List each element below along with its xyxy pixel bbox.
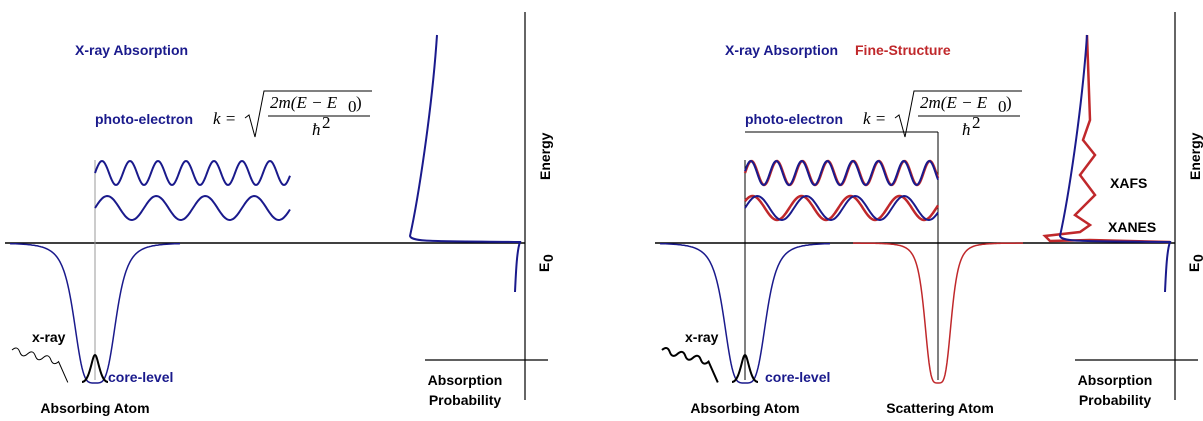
xanes: XANES (1108, 219, 1156, 235)
formula-sub: 0 (348, 97, 357, 116)
formula-lhs: k = (863, 109, 886, 128)
x-ray-label: x-ray (685, 329, 719, 345)
title: X-ray Absorption (725, 42, 838, 58)
potential-well (659, 242, 831, 384)
title: X-ray Absorption (75, 42, 188, 58)
wave (744, 159, 939, 187)
energy-label: Energy (1187, 132, 1203, 180)
formula-lhs: k = (213, 109, 236, 128)
formula-num: 2m(E − E (270, 93, 338, 112)
probability-label: Probability (1079, 392, 1152, 408)
core-level-label: core-level (765, 369, 830, 385)
formula-sub: 0 (998, 97, 1007, 116)
formula-close: ) (356, 93, 362, 112)
potential-well (853, 242, 1023, 384)
formula-num: 2m(E − E (920, 93, 988, 112)
e0-sub: 0 (1190, 254, 1203, 262)
photo-electron: photo-electron (95, 111, 193, 127)
x-ray (661, 346, 719, 383)
absorption-curve (408, 34, 522, 293)
core-level (81, 353, 109, 383)
absorbing-atom: Absorbing Atom (690, 400, 799, 416)
probability-label: Probability (429, 392, 502, 408)
wave (744, 194, 940, 222)
absorption-label: Absorption (428, 372, 503, 388)
x-ray-label: x-ray (32, 329, 66, 345)
core-level-label: core-level (108, 369, 173, 385)
x-ray (11, 347, 69, 383)
core-level (731, 353, 759, 383)
potential-well (9, 242, 181, 384)
title-extra: Fine-Structure (855, 42, 951, 58)
absorption-curve (1058, 34, 1172, 293)
e0-label: E (536, 263, 552, 272)
formula-den: ħ (962, 120, 971, 139)
wave (744, 194, 939, 222)
energy-label: Energy (537, 132, 553, 180)
formula-pow: 2 (322, 113, 331, 132)
xafs: XAFS (1110, 175, 1147, 191)
formula-close: ) (1006, 93, 1012, 112)
radical (894, 90, 1022, 138)
e0-label: E (1186, 263, 1202, 272)
panel-right: X-ray Absorption Fine-Structure photo-elec… (655, 12, 1203, 416)
e0-sub: 0 (540, 254, 556, 262)
panel-left: X-ray Absorption photo-electron k = 2m(E − … (5, 12, 556, 416)
absorbing-atom: Absorbing Atom (40, 400, 149, 416)
formula-den: ħ (312, 120, 321, 139)
absorption-label: Absorption (1078, 372, 1153, 388)
radical (244, 90, 372, 138)
fine-structure (1042, 34, 1171, 244)
wave (94, 194, 291, 222)
wave (94, 159, 291, 187)
scattering-atom: Scattering Atom (886, 400, 994, 416)
formula-pow: 2 (972, 113, 981, 132)
photo-electron: photo-electron (745, 111, 843, 127)
